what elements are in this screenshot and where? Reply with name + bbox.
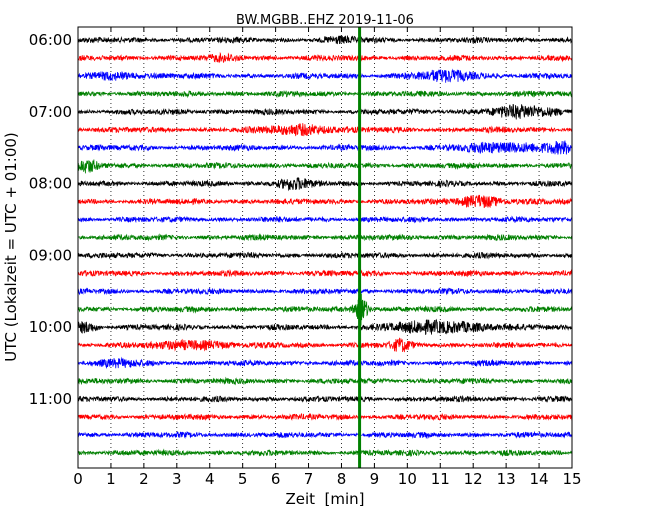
x-tick-label: 6 <box>271 470 281 488</box>
seismic-trace-0900 <box>77 251 573 260</box>
plot-frame <box>77 26 573 469</box>
seismic-trace-0945 <box>77 295 573 320</box>
x-tick-label: 5 <box>238 470 248 488</box>
x-tick-label: 4 <box>205 470 215 488</box>
seismic-trace-0600 <box>77 34 573 45</box>
seismic-trace-0830 <box>77 215 573 224</box>
seismic-trace-1000 <box>77 318 573 335</box>
seismic-trace-0915 <box>77 268 573 278</box>
seismic-trace-1130 <box>77 430 573 440</box>
seismic-trace-0715 <box>77 123 573 137</box>
seismic-trace-1100 <box>77 394 573 403</box>
seismic-trace-0730 <box>77 140 573 155</box>
y-axis-label: UTC (Lokalzeit = UTC + 01:00) <box>2 132 20 362</box>
seismic-trace-1030 <box>77 356 573 369</box>
x-tick-label: 14 <box>530 470 549 488</box>
seismic-trace-0630 <box>77 68 573 83</box>
seismic-trace-0745 <box>77 159 573 174</box>
x-tick-label: 12 <box>464 470 483 488</box>
x-tick-label: 0 <box>73 470 83 488</box>
y-tick-label: 08:00 <box>29 175 72 193</box>
x-axis: 0 1 2 3 4 5 6 7 8 9 10 11 12 13 14 15 <box>73 27 582 488</box>
vertical-grid <box>110 27 540 468</box>
traces <box>77 34 573 458</box>
x-tick-label: 2 <box>139 470 149 488</box>
x-tick-label: 15 <box>562 470 581 488</box>
seismic-trace-0700 <box>77 104 573 120</box>
x-tick-label: 3 <box>172 470 182 488</box>
y-tick-label: 10:00 <box>29 318 72 336</box>
x-tick-label: 10 <box>398 470 417 488</box>
seismic-trace-0845 <box>77 233 573 242</box>
seismic-trace-1045 <box>77 376 573 386</box>
seismic-trace-1145 <box>77 448 573 458</box>
y-tick-label: 07:00 <box>29 103 72 121</box>
x-axis-label: Zeit [min] <box>285 490 364 508</box>
seismic-trace-0815 <box>77 194 573 209</box>
y-tick-label: 11:00 <box>29 390 72 408</box>
y-tick-label: 09:00 <box>29 246 72 264</box>
y-axis: 06:00 07:00 08:00 09:00 10:00 11:00 <box>29 31 572 408</box>
y-tick-label: 06:00 <box>29 31 72 49</box>
x-tick-label: 7 <box>304 470 314 488</box>
seismic-trace-0930 <box>77 287 573 296</box>
seismic-trace-0800 <box>77 177 573 192</box>
x-tick-label: 9 <box>370 470 380 488</box>
chart-title: BW.MGBB..EHZ 2019-11-06 <box>236 13 414 28</box>
seismic-trace-0645 <box>77 90 573 99</box>
x-tick-label: 8 <box>337 470 347 488</box>
seismic-trace-0615 <box>77 51 573 64</box>
x-tick-label: 11 <box>431 470 450 488</box>
seismic-trace-1015 <box>77 337 573 353</box>
seismic-trace-1115 <box>77 412 573 422</box>
x-tick-label: 13 <box>497 470 516 488</box>
x-tick-label: 1 <box>106 470 116 488</box>
